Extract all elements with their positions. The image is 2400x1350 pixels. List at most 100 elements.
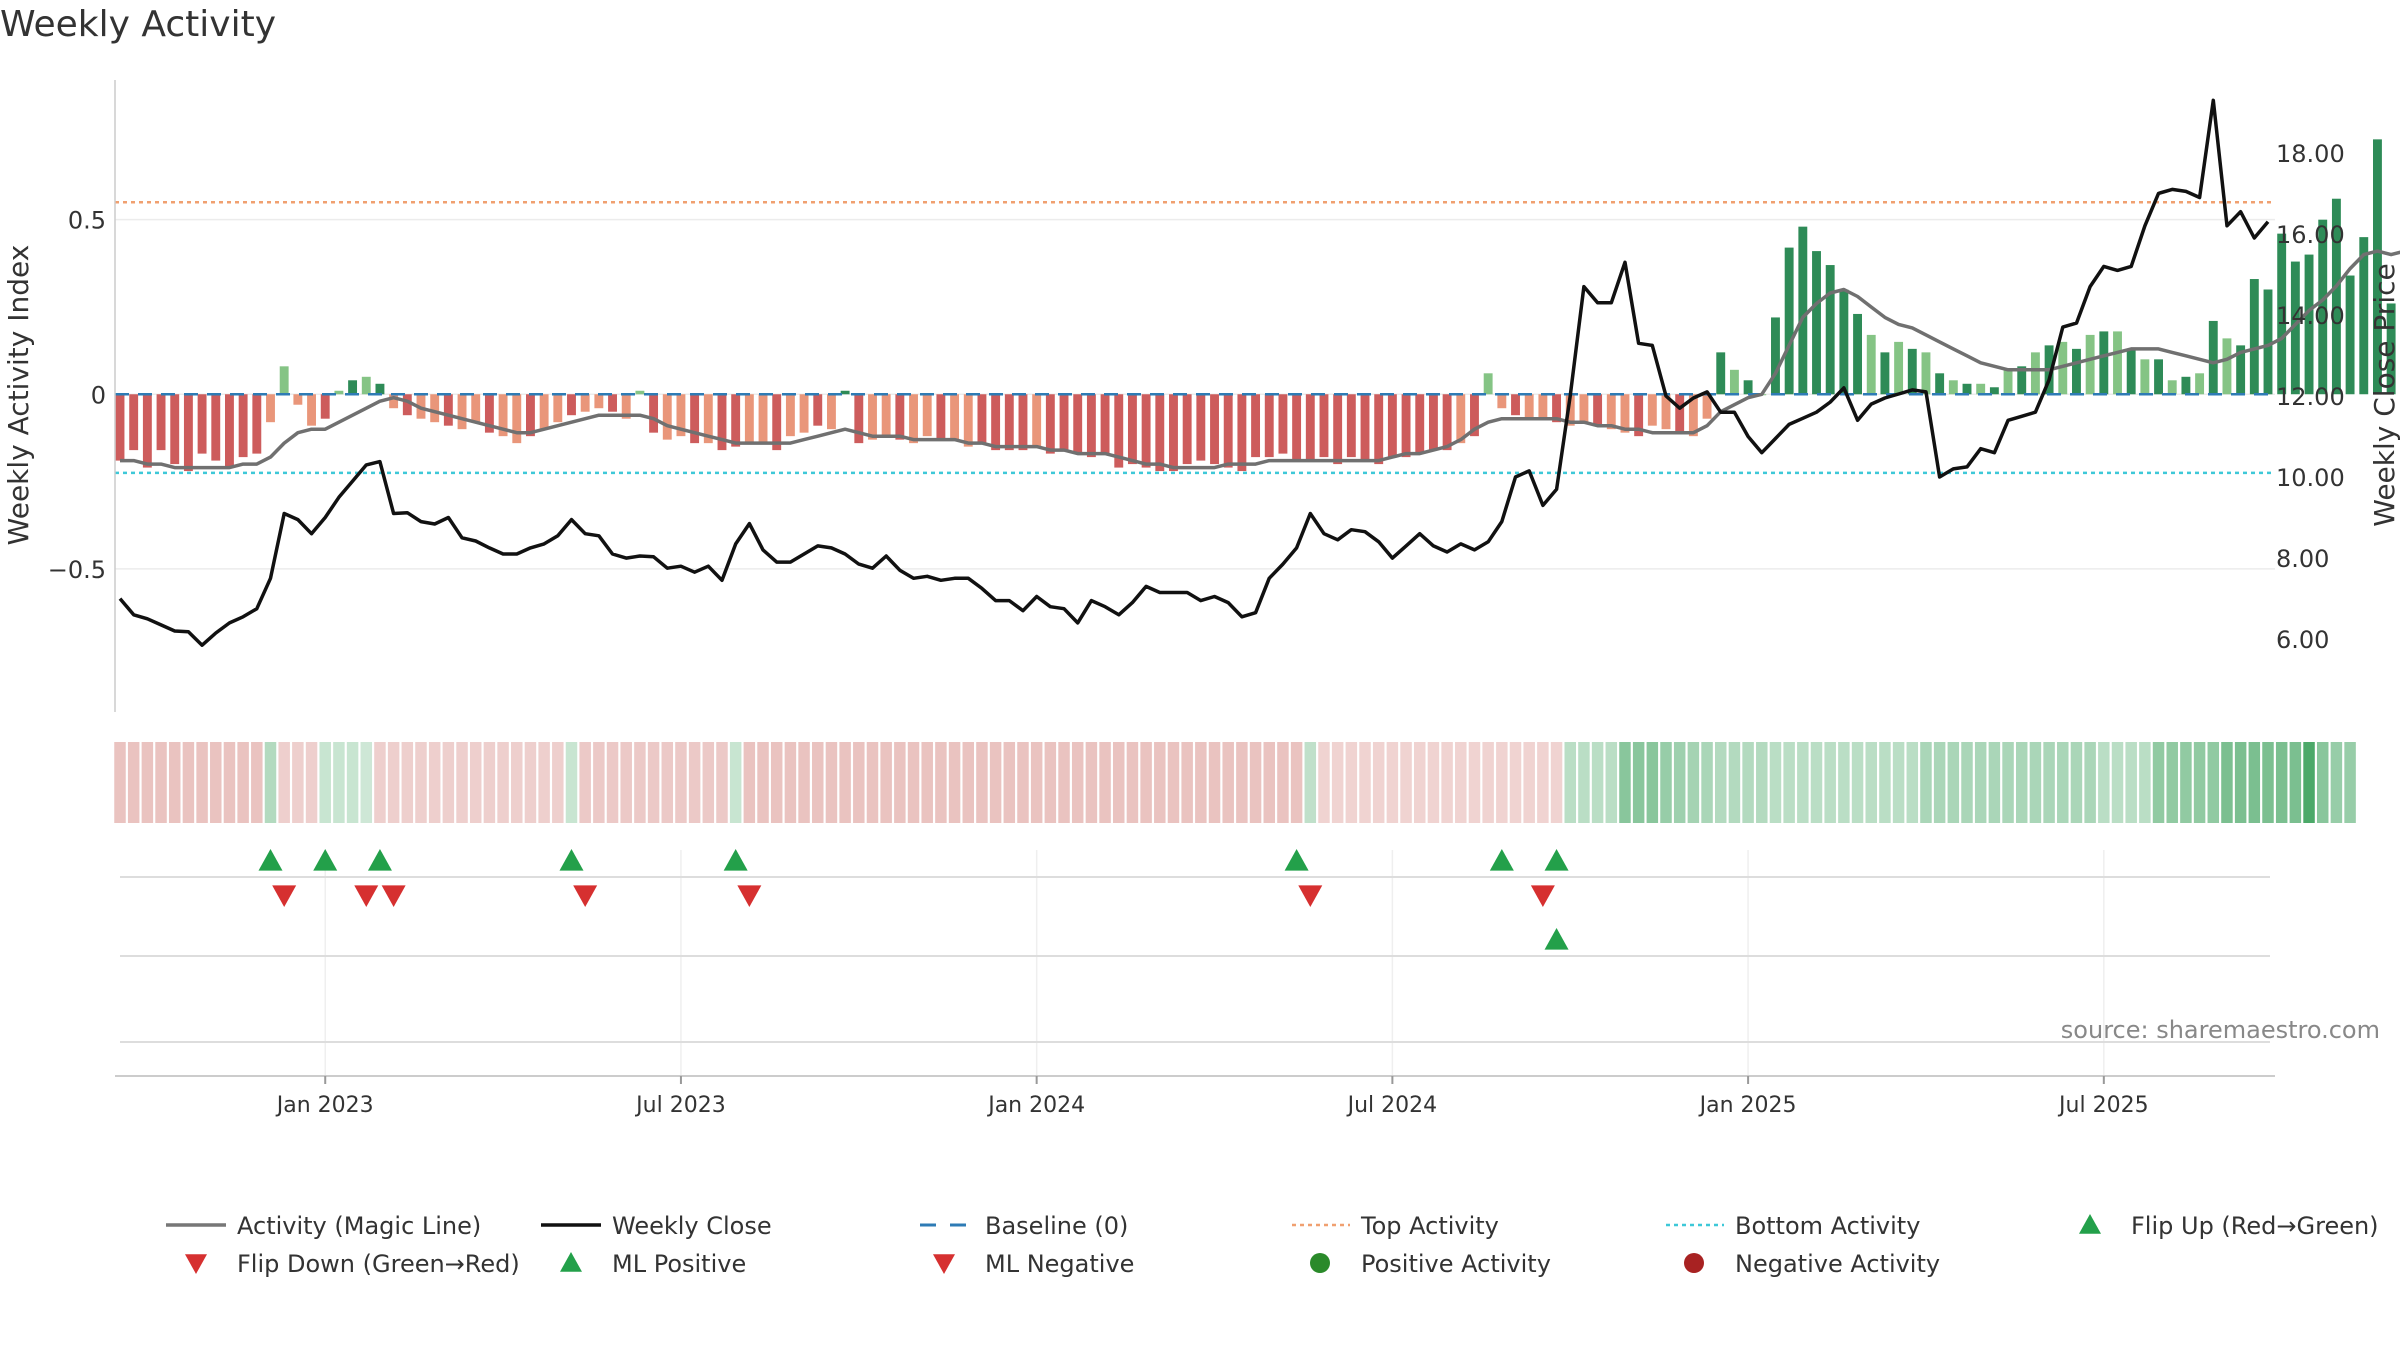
legend-label: Baseline (0) — [985, 1212, 1128, 1240]
trend-cell — [688, 742, 701, 823]
trend-cell — [1455, 742, 1467, 823]
trend-cell — [1222, 742, 1234, 823]
trend-cell — [1742, 742, 1754, 823]
activity-bar — [2222, 338, 2232, 395]
legend-item: Flip Up (Red→Green) — [2079, 1212, 2379, 1240]
trend-cell — [2248, 742, 2261, 823]
activity-bar — [1169, 394, 1178, 472]
trend-cell — [716, 742, 728, 823]
activity-bar — [580, 394, 590, 412]
activity-bar — [1729, 369, 1739, 395]
trend-cell — [1208, 742, 1221, 823]
trend-cell — [1099, 742, 1111, 823]
trend-cell — [1892, 742, 1905, 823]
trend-cell — [1879, 742, 1891, 823]
y2-tick-label: 8.00 — [2276, 545, 2329, 573]
activity-bar — [2085, 334, 2095, 395]
activity-bar — [2290, 261, 2300, 395]
activity-bar — [238, 394, 248, 458]
activity-bar — [1428, 394, 1438, 451]
trend-cell — [2002, 742, 2014, 823]
trend-cell — [880, 742, 892, 823]
activity-bar — [1579, 394, 1589, 423]
activity-bar — [1470, 394, 1479, 437]
activity-bar — [2003, 369, 2013, 395]
activity-bar — [2030, 352, 2040, 395]
activity-bar — [197, 394, 207, 454]
activity-bar — [621, 394, 631, 419]
x-tick-label: Jul 2025 — [2057, 1093, 2149, 1118]
trend-cell — [2221, 742, 2233, 823]
trend-cell — [1003, 742, 1016, 823]
activity-bar — [1948, 380, 1958, 395]
activity-bar — [1333, 394, 1343, 465]
trend-cell — [538, 742, 550, 823]
activity-bar — [2154, 359, 2163, 395]
legend-triangle-up-swatch — [2079, 1214, 2101, 1234]
trend-cell — [1988, 742, 2001, 823]
activity-bar — [1798, 226, 1808, 395]
trend-cell — [210, 742, 222, 823]
activity-bar — [1264, 394, 1274, 458]
trend-cell — [1331, 742, 1344, 823]
trend-cell — [1017, 742, 1029, 823]
activity-bar — [826, 394, 836, 430]
legend-item: Top Activity — [1292, 1212, 1499, 1240]
axes-layer: 0.5 0 −0.5 18.00 16.00 14.00 12.00 10.00 8.00 6.0… — [48, 80, 2345, 712]
activity-bar — [1935, 373, 1945, 395]
trend-cell — [1591, 742, 1604, 823]
trend-cell — [757, 742, 769, 823]
activity-bar — [950, 394, 960, 440]
activity-bar — [1401, 394, 1411, 458]
activity-bar — [1292, 394, 1302, 461]
trend-cell — [114, 742, 126, 823]
flip-up-marker — [258, 849, 283, 871]
trend-cell — [469, 742, 482, 823]
activity-bar — [1825, 265, 1835, 395]
trend-cell — [1933, 742, 1946, 823]
activity-bar — [772, 394, 782, 451]
trend-cell — [1441, 742, 1453, 823]
trend-cell — [2043, 742, 2055, 823]
activity-bar — [649, 394, 659, 433]
trend-cell — [497, 742, 509, 823]
activity-bar — [211, 394, 221, 461]
activity-bar — [279, 366, 289, 395]
activity-bar — [2345, 275, 2355, 395]
activity-bar — [1593, 394, 1603, 426]
activity-bar — [717, 394, 727, 451]
activity-bar — [1127, 394, 1137, 465]
trend-cell — [2207, 742, 2220, 823]
trend-cell — [333, 742, 345, 823]
flip-up-marker — [723, 849, 748, 871]
activity-bar — [854, 394, 864, 444]
trend-cell — [1632, 742, 1645, 823]
activity-bar — [1059, 394, 1069, 451]
legend-label: Negative Activity — [1735, 1250, 1940, 1278]
activity-bar — [895, 394, 905, 440]
y-tick-label: 0.5 — [68, 207, 106, 235]
activity-bar — [922, 394, 932, 437]
flip-down-marker — [573, 885, 598, 907]
activity-bar — [2304, 254, 2314, 395]
trend-cell — [305, 742, 318, 823]
trend-cell — [729, 742, 742, 823]
activity-bar — [2072, 348, 2081, 395]
trend-cell — [1974, 742, 1987, 823]
trend-cell — [1824, 742, 1836, 823]
trend-strip-layer — [114, 742, 2356, 823]
activity-bar — [758, 394, 768, 444]
activity-bar — [225, 394, 234, 468]
activity-bar — [512, 394, 522, 444]
trend-cell — [1550, 742, 1563, 823]
activity-bar — [1319, 394, 1329, 458]
trend-cell — [2152, 742, 2165, 823]
trend-cell — [565, 742, 578, 823]
trend-cell — [2193, 742, 2206, 823]
legend-item: ML Negative — [933, 1250, 1134, 1278]
trend-cell — [1728, 742, 1741, 823]
activity-bar — [266, 394, 275, 423]
activity-bar — [1100, 394, 1110, 454]
activity-bar — [1675, 394, 1685, 433]
activity-bar — [909, 394, 918, 444]
